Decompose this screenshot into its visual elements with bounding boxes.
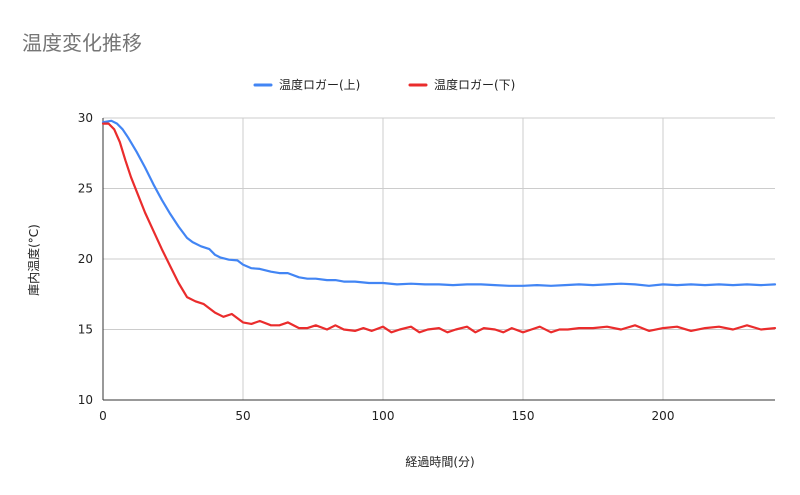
legend: 温度ロガー(上) 温度ロガー(下) bbox=[253, 77, 515, 92]
axes: 10 15 20 25 30 0 50 100 150 200 bbox=[78, 111, 775, 423]
x-tick-label: 200 bbox=[652, 409, 675, 423]
legend-item-1[interactable]: 温度ロガー(上) bbox=[253, 77, 360, 92]
series-lines bbox=[101, 119, 777, 334]
y-tick-label: 30 bbox=[78, 111, 93, 125]
y-tick-label: 10 bbox=[78, 393, 93, 407]
x-tick-label: 100 bbox=[372, 409, 395, 423]
y-tick-label: 15 bbox=[78, 323, 93, 337]
series-line-2 bbox=[101, 122, 777, 334]
x-tick-label: 150 bbox=[512, 409, 535, 423]
legend-item-2[interactable]: 温度ロガー(下) bbox=[408, 77, 515, 92]
x-tick-label: 0 bbox=[99, 409, 107, 423]
x-tick-label: 50 bbox=[235, 409, 250, 423]
legend-label: 温度ロガー(下) bbox=[434, 77, 515, 92]
series-line-1 bbox=[101, 119, 777, 287]
y-axis-label: 庫内温度(°C) bbox=[26, 224, 41, 296]
gridlines bbox=[103, 117, 775, 400]
chart-title: 温度変化推移 bbox=[22, 31, 142, 55]
y-tick-label: 25 bbox=[78, 182, 93, 196]
x-axis-label: 経過時間(分) bbox=[405, 455, 474, 469]
legend-label: 温度ロガー(上) bbox=[279, 77, 360, 92]
y-tick-label: 20 bbox=[78, 252, 93, 266]
